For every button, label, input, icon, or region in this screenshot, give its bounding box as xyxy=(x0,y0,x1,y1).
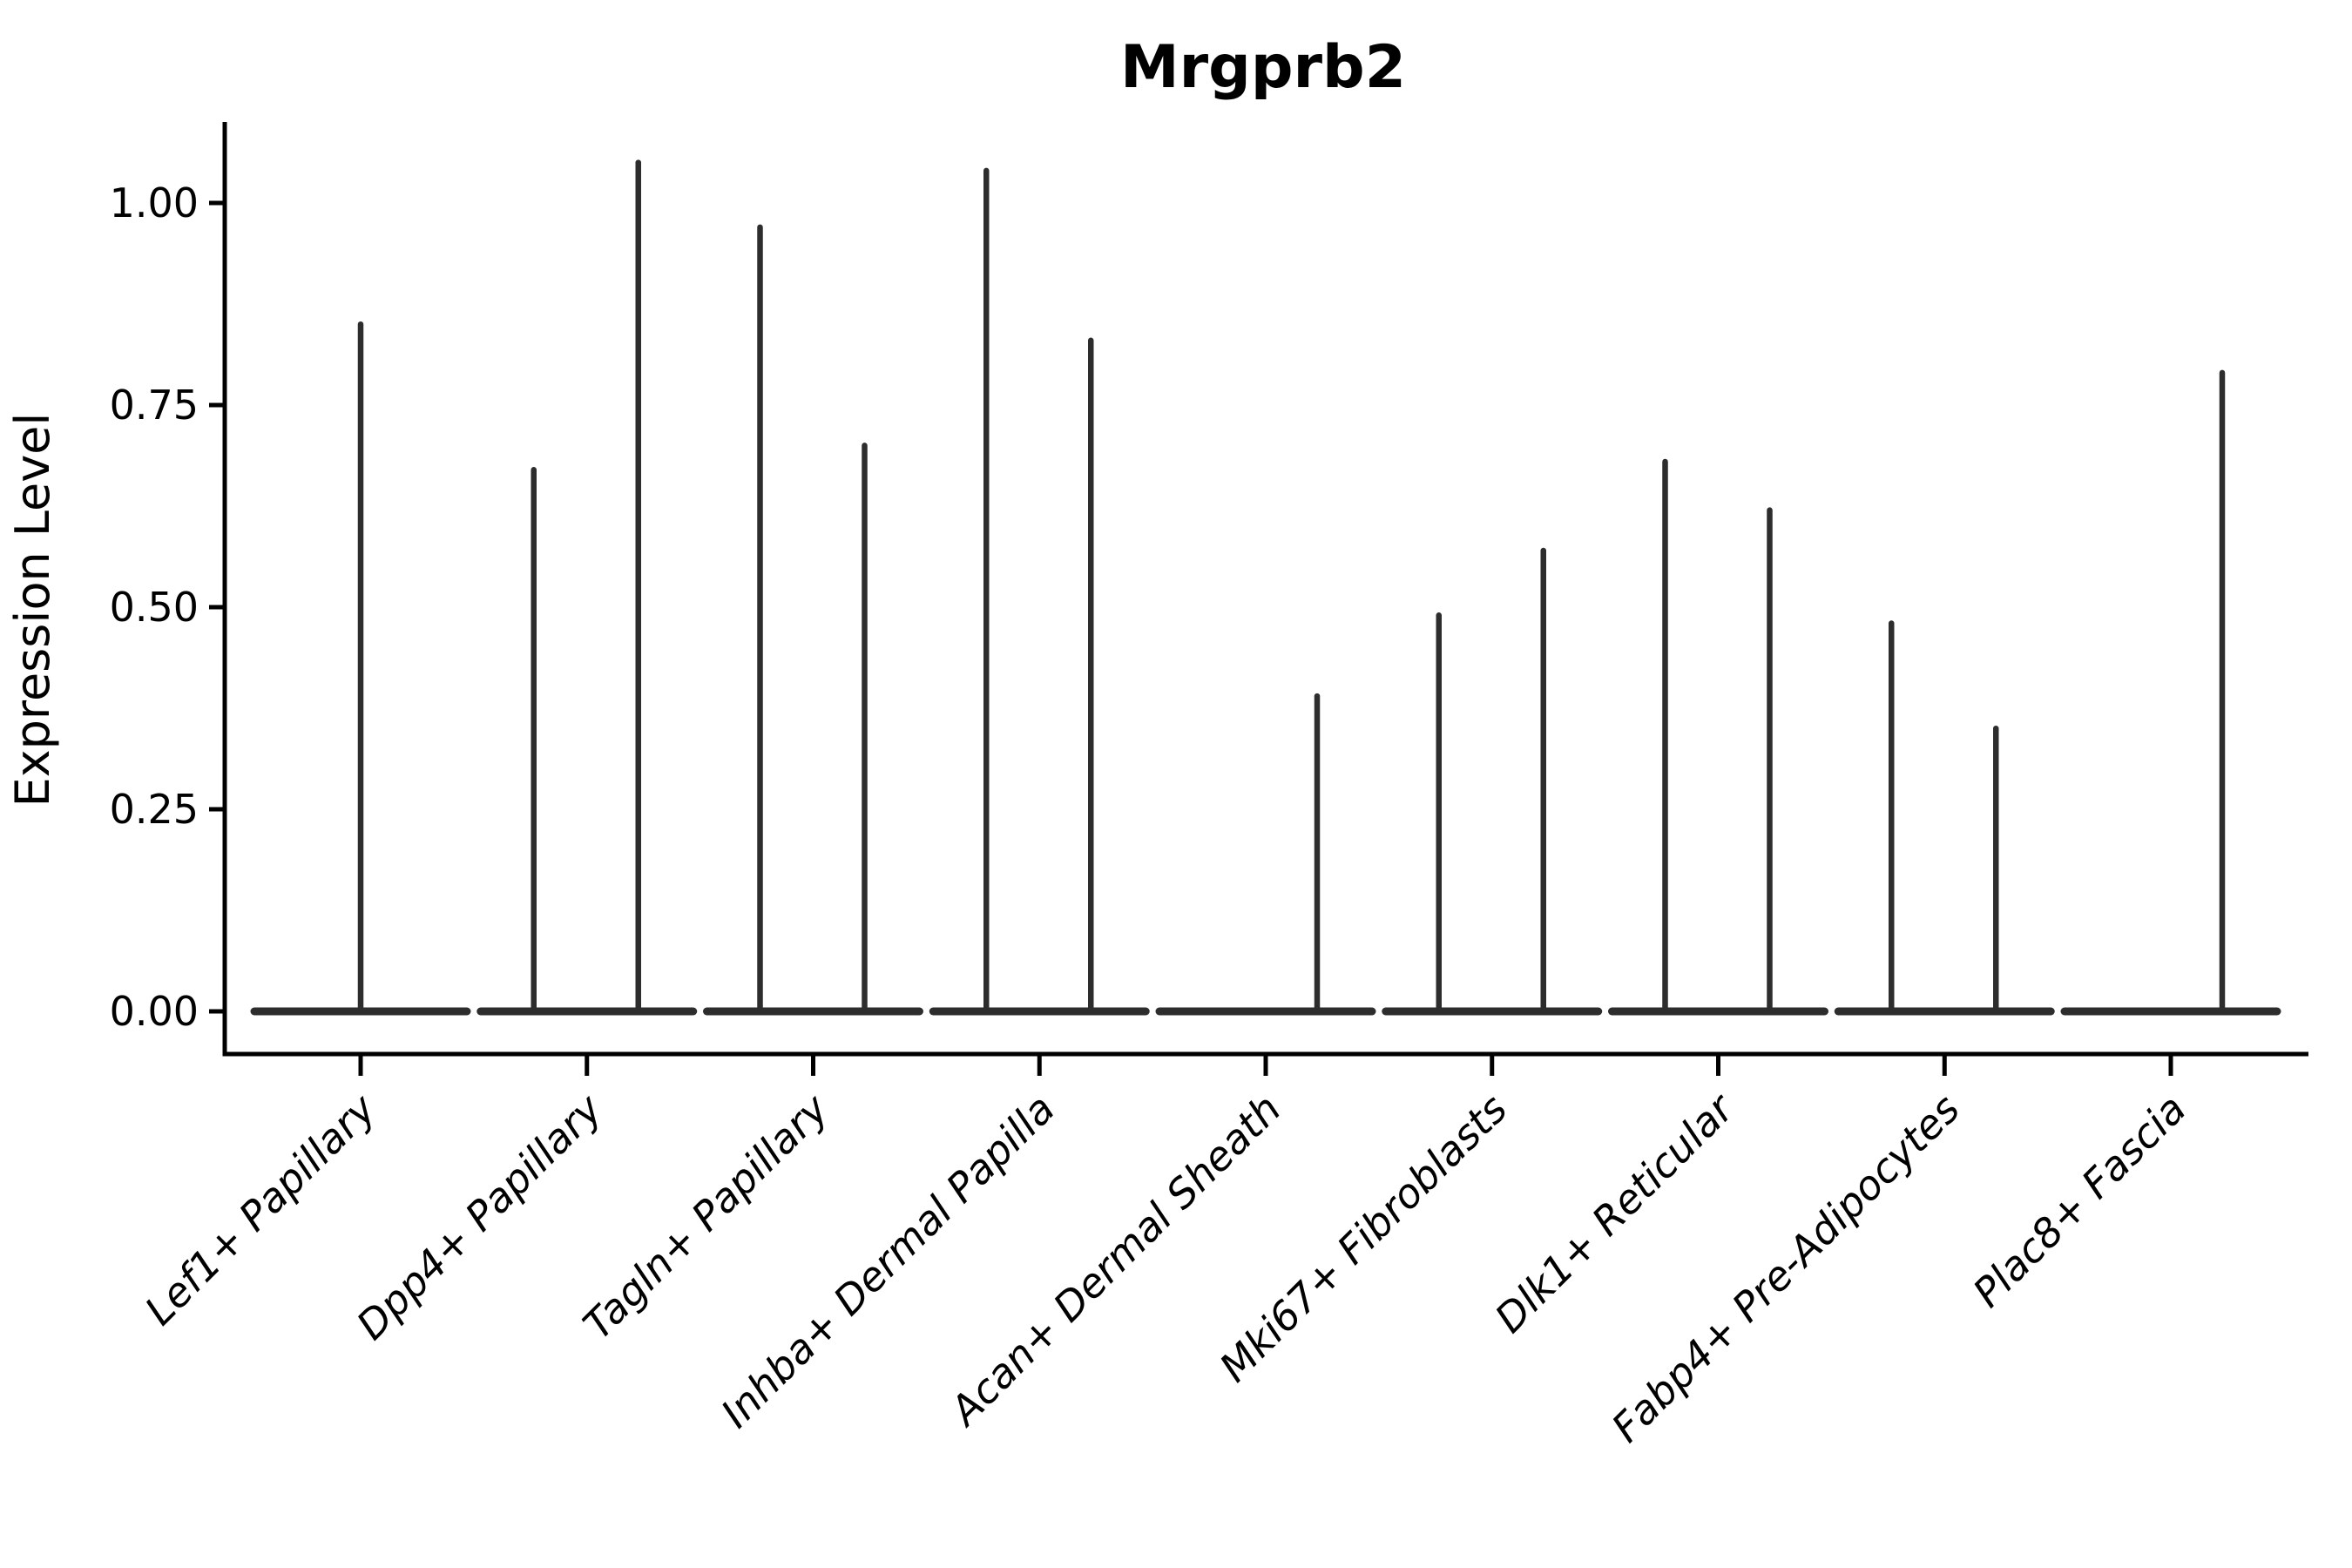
y-tick-label: 0.75 xyxy=(110,382,199,429)
y-tick-label: 0.00 xyxy=(110,988,199,1035)
y-tick-label: 1.00 xyxy=(110,179,199,226)
y-tick-label: 0.50 xyxy=(110,584,199,631)
x-tick-label: Lef1+ Papillary xyxy=(136,1085,385,1334)
x-tick-label: Dlk1+ Reticular xyxy=(1486,1083,1745,1342)
x-tick-label: Dpp4+ Papillary xyxy=(348,1085,612,1348)
y-tick-label: 0.25 xyxy=(110,786,199,833)
x-tick-label: Plac8+ Fascia xyxy=(1963,1085,2194,1316)
x-tick-label: Tagln+ Papillary xyxy=(574,1085,838,1348)
chart-title: Mrgprb2 xyxy=(1120,33,1406,102)
y-axis-label: Expression Level xyxy=(5,413,60,808)
violin-spikes xyxy=(357,159,2226,1013)
tick-marks-and-labels: 0.00 0.25 0.50 0.75 1.00 Lef1+ PapillaryDpp4+… xyxy=(110,179,2195,1451)
